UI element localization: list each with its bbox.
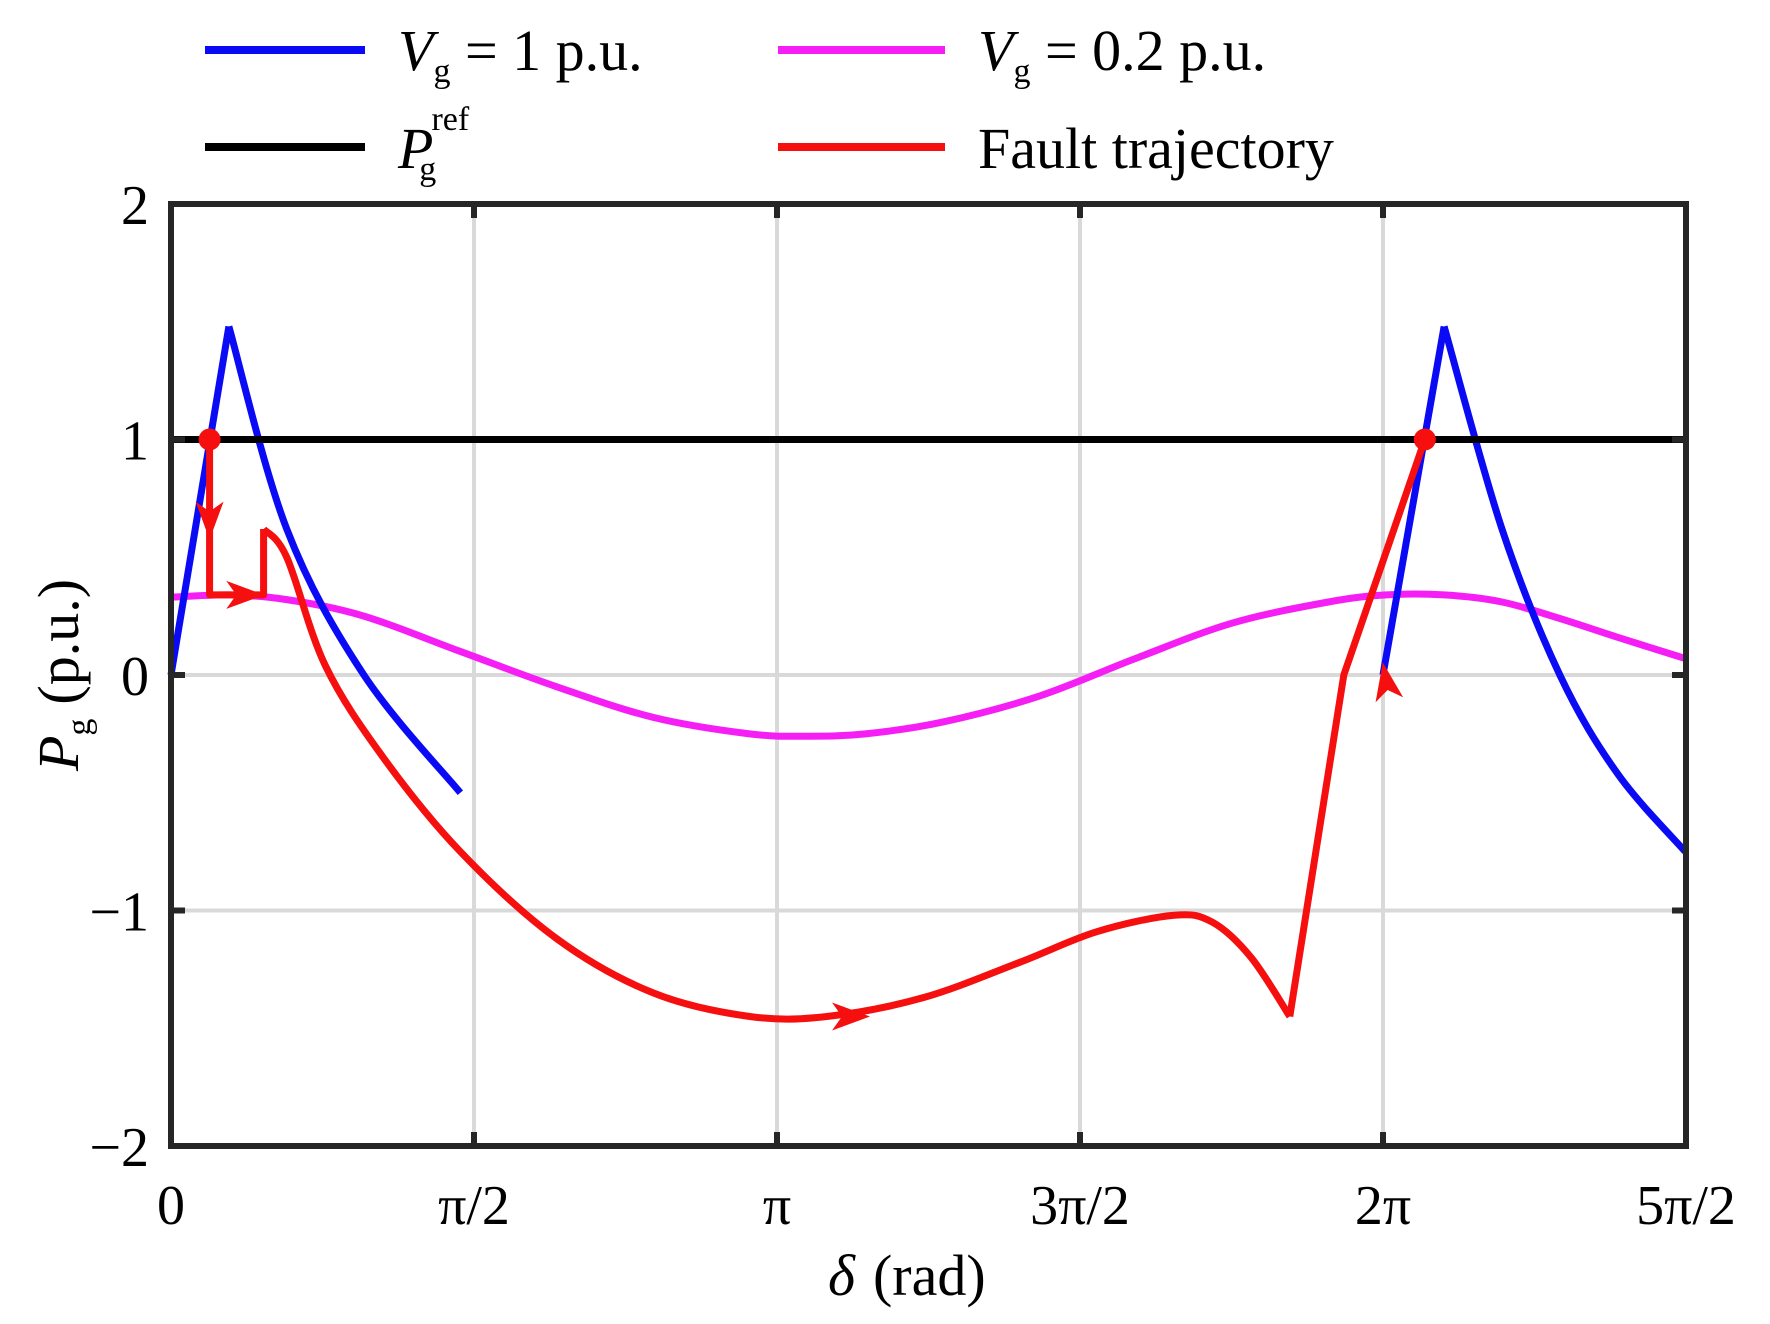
x-tick-label: 0: [157, 1175, 185, 1237]
y-tick-label: −1: [89, 882, 149, 944]
legend-label-fault: Fault trajectory: [978, 116, 1334, 181]
x-tick-label: 5π/2: [1636, 1175, 1736, 1237]
legend-label-vg02: Vg = 0.2 p.u.: [978, 18, 1266, 90]
trajectory-direction-arrow: [195, 501, 224, 540]
legend-label-vg1: Vg = 1 p.u.: [398, 18, 643, 90]
trajectory-direction-arrow: [226, 580, 265, 609]
x-tick-label: π: [763, 1175, 791, 1237]
y-axis-label: Pg(p.u.): [26, 579, 98, 772]
grid: [171, 204, 1686, 1146]
trajectory-direction-arrow: [1375, 662, 1404, 703]
trajectory-point-marker: [198, 428, 221, 451]
series-fault: [206, 438, 1429, 1023]
legend: Vg = 1 p.u. Vg = 0.2 p.u. Pref g Fault tr…: [205, 18, 1334, 188]
legend-label-pref: Pref g: [397, 101, 470, 188]
x-tick-label: 3π/2: [1030, 1175, 1130, 1237]
tick-labels: 0 π/2 π 3π/2 2π 5π/2 2 1 0 −1 −2: [89, 175, 1736, 1237]
series-vg1: [167, 325, 1688, 854]
y-tick-label: 1: [121, 411, 149, 473]
y-tick-label: 0: [121, 646, 149, 708]
series-layer: [167, 325, 1688, 1023]
y-tick-label: −2: [89, 1117, 149, 1179]
y-tick-label: 2: [121, 175, 149, 237]
trajectory-point-marker: [1413, 428, 1436, 451]
x-tick-label: 2π: [1355, 1175, 1411, 1237]
series-vg02: [170, 590, 1687, 740]
x-axis-label: δ (rad): [828, 1243, 986, 1308]
trajectory-direction-arrow: [831, 1002, 870, 1031]
x-tick-label: π/2: [438, 1175, 510, 1237]
markers-and-arrows: [195, 428, 1436, 1031]
